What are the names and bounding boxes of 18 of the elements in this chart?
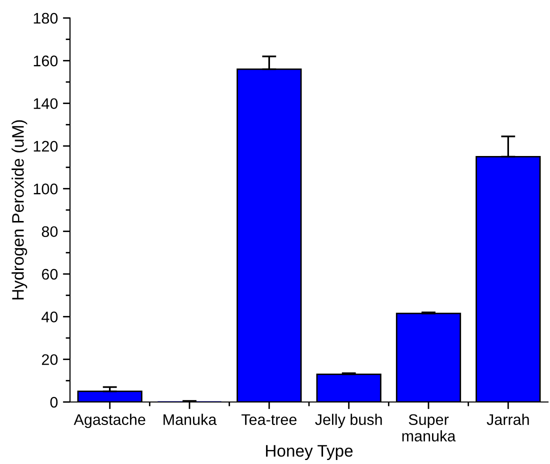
x-tick-label: Agastache xyxy=(74,414,146,428)
y-tick-label: 0 xyxy=(50,396,58,408)
y-tick-label: 60 xyxy=(42,268,58,280)
y-tick-label: 80 xyxy=(42,226,58,238)
y-tick-label: 100 xyxy=(34,184,58,194)
y-tick-label: 140 xyxy=(34,98,58,110)
x-tick-label: Tea-tree xyxy=(241,414,297,426)
x-axis-title: Honey Type xyxy=(266,445,353,460)
y-tick-label: 40 xyxy=(42,312,58,322)
x-tick-label: Jelly bush xyxy=(315,414,382,428)
y-tick-label: 160 xyxy=(34,56,58,66)
x-tick-label: Super manuka xyxy=(402,414,456,442)
x-tick-label: Manuka xyxy=(164,414,217,426)
y-tick-label: 20 xyxy=(42,354,58,366)
y-tick-label: 180 xyxy=(34,12,58,24)
y-axis-title: Hydrogen Peroxide (uM) xyxy=(12,120,28,300)
y-tick-label: 120 xyxy=(34,140,58,152)
x-tick-label: Jarrah xyxy=(486,414,529,426)
